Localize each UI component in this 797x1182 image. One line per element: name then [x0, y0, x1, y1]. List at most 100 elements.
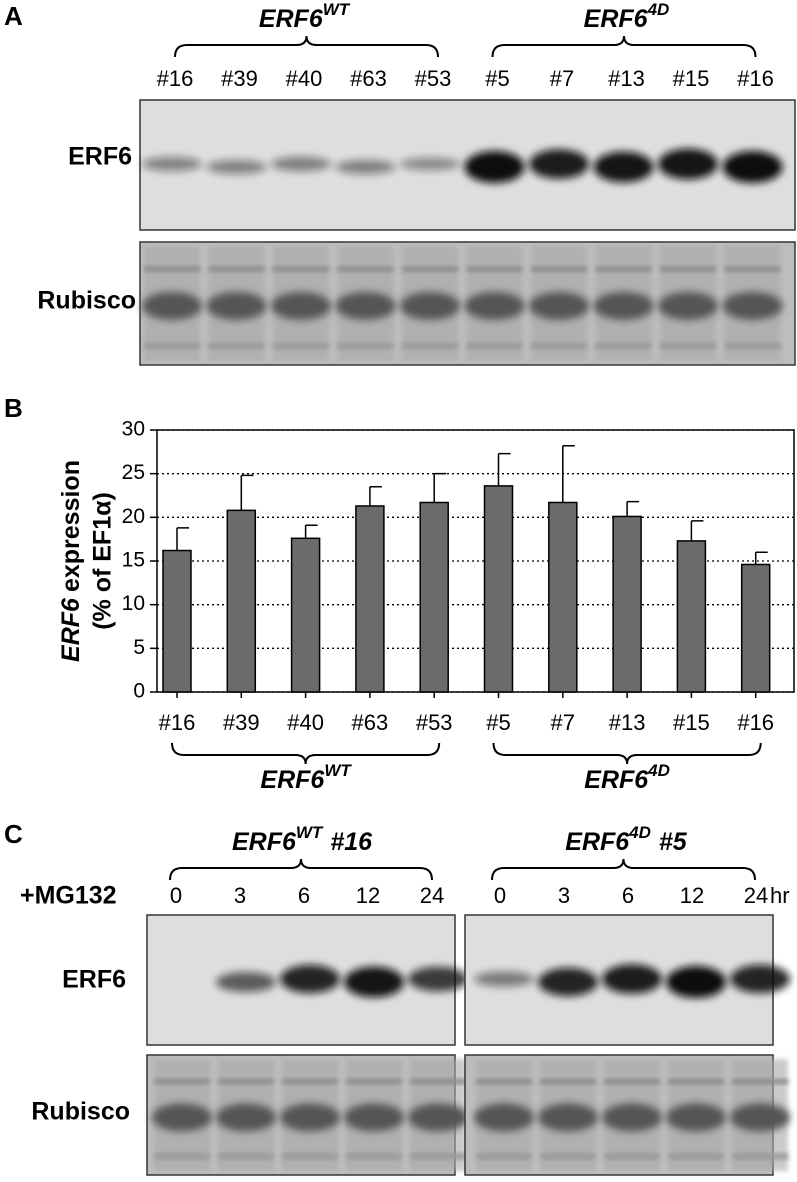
rubisco-band — [280, 1103, 340, 1132]
group-name: ERF6 — [259, 5, 324, 33]
minor-band — [476, 1079, 532, 1084]
brace — [491, 35, 757, 58]
minor-band — [218, 1079, 274, 1084]
minor-band — [273, 342, 329, 349]
y-tick-label: 20 — [122, 505, 145, 528]
bar — [226, 509, 257, 693]
minor-band — [660, 266, 716, 272]
lane-label: #16 — [157, 66, 194, 91]
bar — [676, 540, 707, 693]
time-label: 6 — [622, 883, 634, 908]
minor-band — [540, 1153, 596, 1160]
erf6-band — [602, 964, 662, 994]
error-bar — [562, 444, 575, 503]
rubisco-band — [271, 291, 331, 320]
rubisco-band — [216, 1103, 276, 1132]
time-label: 0 — [494, 883, 506, 908]
group-suffix: #16 — [330, 828, 373, 856]
y-tick-label: 15 — [122, 549, 145, 572]
minor-band — [218, 1153, 274, 1160]
erf6-band — [400, 157, 460, 171]
erf6-band — [216, 972, 276, 992]
minor-band — [732, 1079, 788, 1084]
group-sup: WT — [323, 0, 351, 19]
lane-label: #13 — [608, 66, 645, 91]
error-bar — [433, 472, 447, 503]
x-tick-label: #7 — [551, 710, 575, 735]
erf6-band — [280, 964, 340, 994]
erf6-band — [474, 971, 534, 987]
erf6-band — [142, 157, 202, 171]
bar — [612, 515, 642, 693]
group-label: ERF6WT — [259, 0, 351, 33]
lane-label: #63 — [350, 66, 387, 91]
minor-band — [154, 1079, 210, 1084]
minor-band — [466, 342, 523, 349]
lane-label: #40 — [286, 66, 323, 91]
lane-label: #53 — [415, 66, 452, 91]
x-tick-label: #16 — [737, 710, 774, 735]
x-tick-label: #63 — [352, 710, 389, 735]
group-sup: 4D — [628, 823, 651, 842]
lane-label: #15 — [673, 66, 710, 91]
minor-band — [531, 342, 587, 349]
time-label: 12 — [680, 883, 704, 908]
error-bar — [497, 452, 511, 486]
rubisco-band — [408, 1103, 468, 1132]
error-bar — [240, 474, 254, 511]
minor-band — [346, 1153, 402, 1160]
bar — [483, 485, 514, 693]
erf6-band — [344, 966, 404, 998]
group-suffix: #5 — [659, 828, 688, 856]
minor-band — [144, 266, 200, 272]
plot-frame — [156, 429, 795, 693]
minor-band — [540, 1079, 596, 1084]
error-bar — [176, 527, 189, 551]
minor-band — [604, 1079, 660, 1084]
minor-band — [337, 266, 394, 272]
y-tick-label: 25 — [122, 461, 145, 484]
bar — [162, 549, 192, 693]
y-axis-label-2: (% of EF1α) — [89, 492, 117, 630]
group-sup: WT — [324, 761, 352, 780]
minor-band — [402, 342, 458, 349]
bar — [290, 537, 321, 693]
rubisco-band — [529, 291, 589, 320]
time-label: 3 — [234, 883, 246, 908]
y-axis-label-italic: ERF6 — [57, 597, 85, 662]
x-tick-label: #15 — [673, 710, 710, 735]
x-tick-label: #16 — [159, 710, 196, 735]
rubisco-band — [400, 291, 460, 320]
minor-band — [466, 266, 523, 272]
group-sup: WT — [296, 823, 324, 842]
time-label: 3 — [558, 883, 570, 908]
group-label: ERF64D — [584, 0, 670, 33]
minor-band — [531, 266, 587, 272]
bar — [419, 501, 449, 693]
group-sup: 4D — [647, 0, 670, 19]
erf6-band — [730, 964, 790, 994]
minor-band — [282, 1153, 338, 1160]
lane-label: #16 — [737, 66, 774, 91]
x-tick-label: #5 — [486, 710, 510, 735]
erf6-band — [593, 151, 654, 183]
group-label: ERF6WT — [260, 761, 352, 794]
y-tick-label: 30 — [122, 418, 145, 441]
unit-label: hr — [770, 883, 790, 908]
minor-band — [595, 342, 652, 349]
x-tick-label: #40 — [287, 710, 324, 735]
brace — [491, 858, 756, 881]
rubisco-band — [344, 1103, 404, 1132]
minor-band — [208, 266, 265, 272]
time-label: 24 — [420, 883, 444, 908]
minor-band — [724, 342, 781, 349]
rubisco-band — [593, 291, 654, 320]
lane-label: #7 — [550, 66, 574, 91]
rubisco-band — [722, 291, 783, 320]
minor-band — [337, 342, 394, 349]
minor-band — [476, 1153, 532, 1160]
y-tick-label: 0 — [133, 680, 145, 703]
row-label: ERF6 — [62, 966, 126, 994]
minor-band — [208, 342, 265, 349]
erf6-band — [666, 966, 726, 998]
